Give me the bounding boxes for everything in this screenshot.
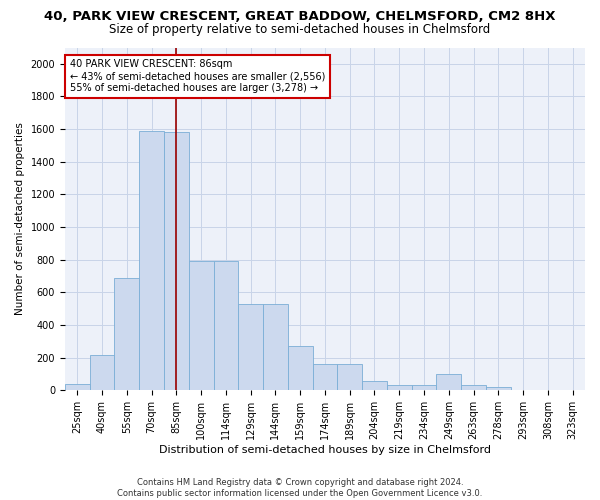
Y-axis label: Number of semi-detached properties: Number of semi-detached properties [15, 122, 25, 316]
Bar [65, 384, 89, 390]
Bar [164, 132, 189, 390]
Bar [214, 262, 238, 390]
Bar [238, 304, 263, 390]
Bar [89, 355, 115, 390]
Bar [436, 374, 461, 390]
X-axis label: Distribution of semi-detached houses by size in Chelmsford: Distribution of semi-detached houses by … [159, 445, 491, 455]
Bar [461, 386, 486, 390]
Bar [337, 364, 362, 390]
Bar [486, 387, 511, 390]
Text: 40 PARK VIEW CRESCENT: 86sqm
← 43% of semi-detached houses are smaller (2,556)
5: 40 PARK VIEW CRESCENT: 86sqm ← 43% of se… [70, 60, 325, 92]
Bar [263, 304, 288, 390]
Bar [115, 278, 139, 390]
Text: Contains HM Land Registry data © Crown copyright and database right 2024.
Contai: Contains HM Land Registry data © Crown c… [118, 478, 482, 498]
Bar [412, 386, 436, 390]
Bar [313, 364, 337, 390]
Text: Size of property relative to semi-detached houses in Chelmsford: Size of property relative to semi-detach… [109, 22, 491, 36]
Bar [139, 131, 164, 390]
Bar [362, 382, 387, 390]
Bar [189, 262, 214, 390]
Bar [288, 346, 313, 391]
Text: 40, PARK VIEW CRESCENT, GREAT BADDOW, CHELMSFORD, CM2 8HX: 40, PARK VIEW CRESCENT, GREAT BADDOW, CH… [44, 10, 556, 23]
Bar [387, 386, 412, 390]
